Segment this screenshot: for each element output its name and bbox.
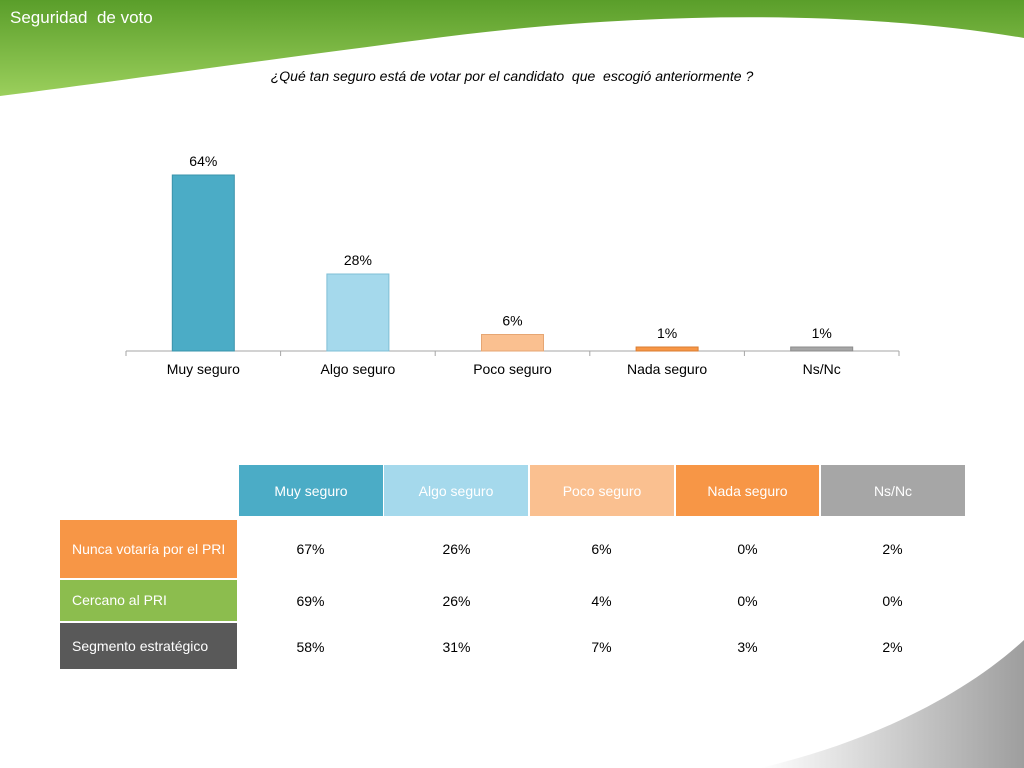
bar bbox=[171, 174, 235, 352]
bar bbox=[635, 346, 699, 352]
bar-chart: 64% Muy seguro 28% Algo seguro 6% Poco seguro… bbox=[125, 153, 900, 377]
slide-title: Seguridad de voto bbox=[10, 8, 153, 27]
data-label: 28% bbox=[344, 252, 372, 268]
table-header-muy-seguro: Muy seguro bbox=[239, 465, 383, 516]
bar bbox=[790, 346, 854, 352]
bar bbox=[481, 334, 544, 352]
table-cell: 58% bbox=[296, 639, 325, 655]
table-cell: 7% bbox=[591, 639, 612, 655]
category-label: Poco seguro bbox=[473, 361, 552, 377]
header-green-wave bbox=[0, 0, 1024, 96]
table-cell: 31% bbox=[442, 639, 471, 655]
category-label: Ns/Nc bbox=[803, 361, 841, 377]
category-label: Nada seguro bbox=[627, 361, 707, 377]
category-label: Algo seguro bbox=[321, 361, 396, 377]
table-cell: 0% bbox=[737, 593, 758, 609]
data-label: 6% bbox=[502, 313, 522, 329]
table-cell: 0% bbox=[737, 541, 758, 557]
footer-gray-wave bbox=[760, 640, 1024, 768]
table-header-ns-nc: Ns/Nc bbox=[821, 465, 965, 516]
table-cell: 4% bbox=[591, 593, 612, 609]
data-label: 64% bbox=[189, 153, 217, 169]
row-label-segmento: Segmento estratégico bbox=[60, 623, 237, 669]
data-label: 1% bbox=[812, 325, 832, 341]
data-label: 1% bbox=[657, 325, 677, 341]
table-cell: 26% bbox=[442, 541, 471, 557]
table-cell: 0% bbox=[882, 593, 903, 609]
table-header-nada-seguro: Nada seguro bbox=[676, 465, 819, 516]
table-cell: 2% bbox=[882, 639, 903, 655]
table-cell: 69% bbox=[296, 593, 325, 609]
table-cell: 6% bbox=[591, 541, 612, 557]
bar bbox=[326, 273, 390, 352]
table-cell: 67% bbox=[296, 541, 325, 557]
table-cell: 26% bbox=[442, 593, 471, 609]
table-cell: 3% bbox=[737, 639, 758, 655]
row-label-nunca: Nunca votaría por el PRI bbox=[60, 520, 237, 578]
table-header-poco-seguro: Poco seguro bbox=[530, 465, 674, 516]
row-label-cercano: Cercano al PRI bbox=[60, 580, 237, 621]
chart-question: ¿Qué tan seguro está de votar por el can… bbox=[270, 68, 754, 84]
table-header-algo-seguro: Algo seguro bbox=[384, 465, 528, 516]
table-cell: 2% bbox=[882, 541, 903, 557]
category-label: Muy seguro bbox=[167, 361, 240, 377]
